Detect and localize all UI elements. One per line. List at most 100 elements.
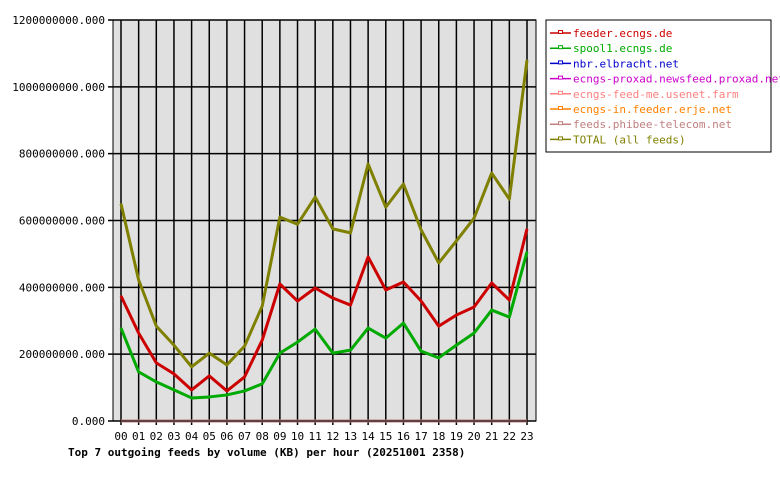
data-point bbox=[279, 216, 281, 218]
x-tick-label: 14 bbox=[362, 430, 376, 443]
data-point bbox=[120, 327, 122, 329]
x-tick-label: 12 bbox=[326, 430, 339, 443]
data-point bbox=[438, 262, 440, 264]
data-point bbox=[191, 389, 193, 391]
data-point bbox=[226, 394, 228, 396]
legend-item: ecngs-in.feeder.erje.net bbox=[550, 103, 732, 116]
x-tick-label: 04 bbox=[185, 430, 199, 443]
legend-item: feeder.ecngs.de bbox=[550, 27, 672, 40]
data-point bbox=[349, 349, 352, 351]
x-tick-label: 07 bbox=[238, 430, 251, 443]
data-point bbox=[261, 383, 263, 385]
data-point bbox=[261, 305, 263, 307]
legend-label: ecngs-in.feeder.erje.net bbox=[573, 103, 732, 116]
legend-marker bbox=[558, 90, 563, 95]
data-point bbox=[491, 309, 493, 311]
data-point bbox=[402, 281, 405, 283]
data-point bbox=[208, 352, 210, 354]
data-point bbox=[438, 357, 440, 359]
legend-item: ecngs-proxad.newsfeed.proxad.net bbox=[550, 73, 780, 86]
legend-label: spool1.ecngs.de bbox=[573, 42, 672, 55]
legend-item: TOTAL (all feeds) bbox=[550, 133, 686, 146]
x-tick-label: 05 bbox=[203, 430, 216, 443]
legend-label: ecngs-proxad.newsfeed.proxad.net bbox=[573, 73, 780, 86]
x-tick-label: 19 bbox=[450, 430, 463, 443]
x-tick-label: 11 bbox=[309, 430, 322, 443]
x-tick-label: 23 bbox=[520, 430, 533, 443]
data-point bbox=[208, 396, 210, 398]
data-point bbox=[279, 283, 281, 285]
legend-label: ecngs-feed-me.usenet.farm bbox=[573, 88, 739, 101]
x-tick-label: 20 bbox=[467, 430, 480, 443]
data-point bbox=[455, 314, 457, 316]
series-line-0 bbox=[119, 228, 529, 393]
data-point bbox=[385, 289, 387, 291]
x-tick-label: 22 bbox=[503, 430, 516, 443]
data-point bbox=[314, 287, 316, 289]
legend-label: feeder.ecngs.de bbox=[573, 27, 672, 40]
data-point bbox=[332, 228, 334, 230]
x-tick-label: 09 bbox=[273, 430, 286, 443]
data-point bbox=[332, 352, 334, 354]
data-point bbox=[208, 375, 210, 377]
data-point bbox=[296, 341, 299, 343]
y-tick-label: 1000000000.000 bbox=[12, 81, 105, 94]
y-tick-label: 1200000000.000 bbox=[12, 14, 105, 27]
legend-marker bbox=[558, 121, 563, 126]
y-tick-label: 400000000.000 bbox=[19, 281, 105, 294]
data-point bbox=[385, 206, 387, 208]
data-point bbox=[314, 196, 316, 198]
y-tick-label: 800000000.000 bbox=[19, 148, 105, 161]
data-point bbox=[473, 217, 475, 219]
data-point bbox=[526, 59, 528, 61]
data-point bbox=[191, 366, 193, 368]
legend-box bbox=[545, 19, 772, 153]
data-point bbox=[243, 345, 246, 347]
legend-label: TOTAL (all feeds) bbox=[573, 133, 686, 146]
data-point bbox=[455, 344, 457, 346]
data-point bbox=[296, 223, 299, 225]
data-point bbox=[367, 327, 369, 329]
data-point bbox=[138, 279, 140, 281]
legend-marker bbox=[558, 75, 563, 80]
legend-label: nbr.elbracht.net bbox=[573, 57, 679, 70]
data-point bbox=[508, 198, 510, 200]
data-point bbox=[491, 282, 493, 284]
legend-item: ecngs-feed-me.usenet.farm bbox=[550, 88, 739, 101]
data-point bbox=[261, 339, 263, 341]
legend-marker bbox=[558, 136, 563, 141]
data-point bbox=[349, 232, 352, 234]
data-point bbox=[120, 295, 122, 297]
x-tick-label: 15 bbox=[379, 430, 392, 443]
data-point bbox=[138, 371, 140, 373]
data-point bbox=[155, 325, 157, 327]
series-line-7 bbox=[119, 59, 529, 369]
data-point bbox=[226, 364, 228, 366]
legend: feeder.ecngs.de spool1.ecngs.de nbr.elbrac… bbox=[545, 19, 780, 153]
data-point bbox=[473, 332, 475, 334]
x-tick-label: 16 bbox=[397, 430, 410, 443]
legend-item: nbr.elbracht.net bbox=[550, 57, 679, 70]
data-point bbox=[191, 397, 193, 399]
data-point bbox=[173, 389, 175, 391]
data-point bbox=[367, 163, 369, 165]
legend-marker bbox=[558, 45, 563, 50]
legend-item: feeds.phibee-telecom.net bbox=[550, 118, 732, 131]
data-point bbox=[420, 300, 422, 302]
x-tick-label: 17 bbox=[414, 430, 427, 443]
plot-border bbox=[112, 19, 537, 422]
data-point bbox=[526, 251, 528, 253]
data-point bbox=[138, 332, 140, 334]
data-point bbox=[402, 322, 405, 324]
series-line-1 bbox=[119, 251, 529, 400]
data-point bbox=[526, 228, 528, 230]
chart-title: Top 7 outgoing feeds by volume (KB) per … bbox=[68, 446, 465, 459]
data-point bbox=[420, 229, 422, 231]
x-tick-label: 13 bbox=[344, 430, 357, 443]
data-point bbox=[332, 297, 334, 299]
data-point bbox=[491, 172, 493, 174]
data-point bbox=[402, 183, 405, 185]
data-point bbox=[243, 390, 246, 392]
data-point bbox=[349, 304, 352, 306]
